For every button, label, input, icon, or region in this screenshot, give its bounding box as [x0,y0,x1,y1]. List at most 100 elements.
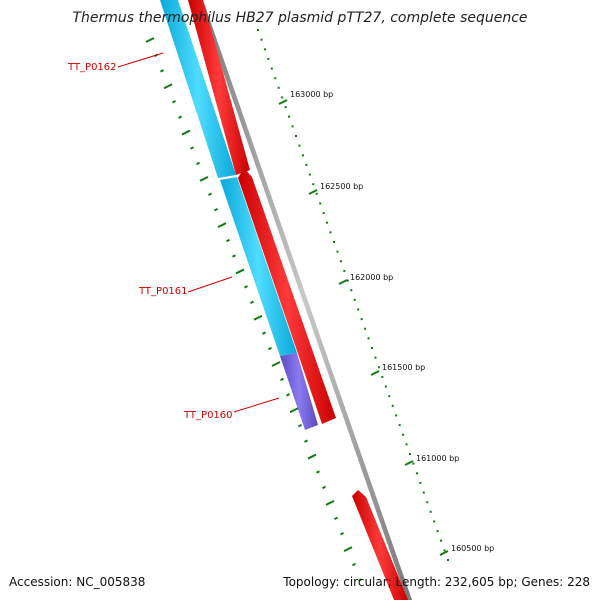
outer-ring-dot [350,289,353,292]
outer-ring-dot [319,202,322,205]
outer-ring-dot [440,539,443,542]
outer-ring-dot [322,212,325,215]
outer-ring-dot [277,86,280,89]
reverse-cds-segment-1[interactable] [160,0,236,178]
inner-ring-dash [304,439,308,443]
forward-cds-segment-2[interactable] [238,168,336,424]
inner-ring-dash [214,208,218,212]
scale-tick-label: 162000 bp [350,273,393,282]
outer-ring-dot [374,356,377,359]
summary-text: Topology: circular; Length: 232,605 bp; … [282,575,590,589]
inner-ring-dash [253,314,263,321]
outer-ring-dot [315,192,318,195]
forward-cds-segment-3[interactable] [352,490,408,600]
outer-ring-dot [257,29,259,31]
backbone-track [198,0,412,600]
outer-ring-dot [357,308,360,311]
outer-ring-dot [288,115,291,118]
outer-ring-dot [263,48,266,51]
inner-ring-dash [325,499,335,506]
outer-ring-dot [326,221,329,224]
inner-ring-dash [190,146,194,150]
gene-label-TT_P0162[interactable]: TT_P0162 [67,52,164,73]
inner-ring-dash [262,331,266,335]
outer-ring-dot [353,298,356,301]
inner-ring-dash [217,222,227,229]
scale-tick-label: 161500 bp [382,363,425,372]
gene-label-TT_P0161[interactable]: TT_P0161 [138,276,233,297]
outer-ring-dot [343,269,346,272]
outer-ring-dot [346,279,349,282]
outer-ring-dot [339,260,342,263]
inner-tick-ring [145,37,362,582]
outer-ring-dot [336,250,339,253]
outer-ring-dot [409,453,411,455]
inner-ring-dash [358,578,362,582]
outer-ring-dot [402,433,405,436]
scale-tick: 162500 bp [308,182,363,195]
outer-ring-dot [426,501,429,504]
outer-scale-ring [257,29,449,561]
gene-label-TT_P0160[interactable]: TT_P0160 [183,397,280,421]
outer-ring-dot [447,559,449,561]
outer-ring-dot [371,347,373,349]
gene-label-text: TT_P0160 [183,410,233,421]
inner-ring-dash [226,238,230,243]
inner-ring-dash [208,192,212,196]
outer-ring-dot [391,404,394,407]
inner-ring-dash [298,424,302,428]
outer-ring-dot [274,77,277,80]
scale-tick-label: 160500 bp [451,544,494,553]
outer-ring-dot [429,510,432,513]
inner-ring-dash [307,453,317,460]
scale-tick: 163000 bp [278,90,333,105]
outer-ring-dot [284,106,287,109]
outer-ring-dot [267,57,270,60]
scale-tick: 162000 bp [338,273,393,285]
inner-ring-dash [160,69,164,73]
reverse-cds-highlight[interactable] [280,353,318,430]
scale-tick-label: 163000 bp [290,90,333,99]
gene-label-text: TT_P0161 [138,286,188,297]
accession-text: Accession: NC_005838 [9,575,145,589]
outer-ring-dot [329,231,332,234]
inner-ring-dash [163,83,173,90]
inner-ring-dash [196,161,200,166]
outer-ring-dot [364,327,367,330]
inner-ring-dash [181,129,191,136]
outer-ring-dot [405,443,408,446]
outer-ring-dot [398,424,401,427]
inner-ring-dash [235,268,245,275]
inner-ring-dash [322,485,326,490]
inner-ring-dash [145,37,155,43]
outer-ring-dot [377,366,380,369]
outer-ring-dot [384,385,387,388]
inner-ring-dash [271,361,281,367]
outer-ring-dot [388,395,391,398]
reverse-cds-segment-2[interactable] [220,177,297,356]
outer-ring-dot [381,375,384,378]
inner-ring-dash [244,285,248,289]
outer-ring-dot [295,135,297,137]
inner-ring-dash [316,470,320,474]
inner-ring-dash [199,175,209,182]
outer-ring-dot [281,96,284,99]
outer-ring-dot [433,520,436,523]
outer-ring-dot [260,38,263,41]
scale-tick-label: 162500 bp [320,182,363,191]
inner-ring-dash [268,346,272,351]
inner-ring-dash [352,562,356,567]
gene-label-text: TT_P0162 [67,62,117,73]
inner-ring-dash [172,100,176,104]
inner-ring-dash [289,407,299,414]
forward-cds-segment-1[interactable] [188,0,250,175]
outer-ring-dot [301,154,304,157]
outer-ring-dot [367,337,370,340]
outer-ring-dot [333,241,335,243]
outer-ring-dot [422,491,425,494]
inner-ring-dash [280,377,284,382]
scale-tick: 161000 bp [404,454,459,466]
outer-ring-dot [298,144,301,147]
inner-ring-dash [232,254,236,258]
